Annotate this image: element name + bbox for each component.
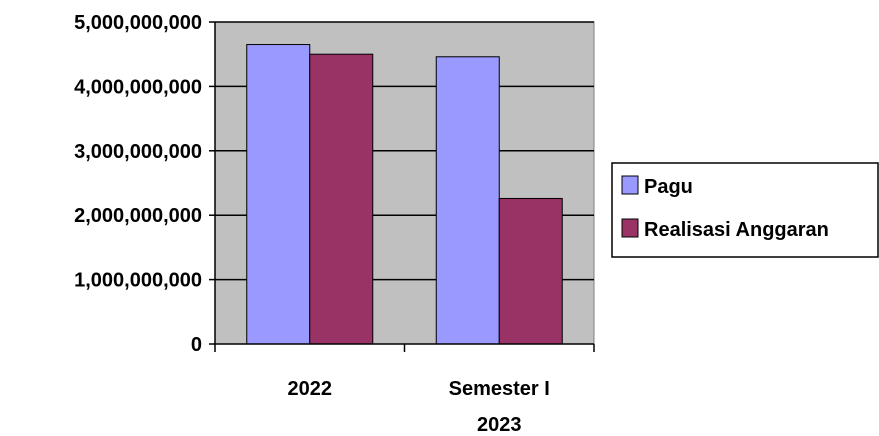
- x-category-label: 2022: [288, 378, 333, 400]
- bar-pagu: [435, 56, 500, 345]
- legend-swatch: [621, 175, 639, 195]
- x-category-label: Semester I: [449, 378, 550, 400]
- y-tick-label: 5,000,000,000: [74, 12, 202, 34]
- y-tick-label: 1,000,000,000: [74, 270, 202, 292]
- y-tick-labels: 0 1,000,000,000 2,000,000,000 3,000,000,000…: [74, 12, 202, 356]
- legend: Pagu Realisasi Anggaran: [611, 162, 879, 258]
- bar-realisasi-anggaran: [498, 197, 563, 345]
- y-tick-label: 4,000,000,000: [74, 76, 202, 98]
- y-tick-label: 2,000,000,000: [74, 205, 202, 227]
- bars: [246, 44, 563, 345]
- x-category-labels: 2022 Semester I 2023: [288, 378, 550, 436]
- bar-realisasi-anggaran: [309, 53, 374, 345]
- y-tick-label: 0: [191, 334, 202, 356]
- legend-swatch: [621, 218, 639, 238]
- legend-box: [611, 162, 879, 258]
- legend-label: Pagu: [644, 176, 693, 198]
- axes: [209, 21, 595, 352]
- legend-label: Realisasi Anggaran: [644, 219, 829, 241]
- bar-pagu: [246, 44, 311, 345]
- y-tick-label: 3,000,000,000: [74, 141, 202, 163]
- x-category-label: 2023: [477, 414, 522, 436]
